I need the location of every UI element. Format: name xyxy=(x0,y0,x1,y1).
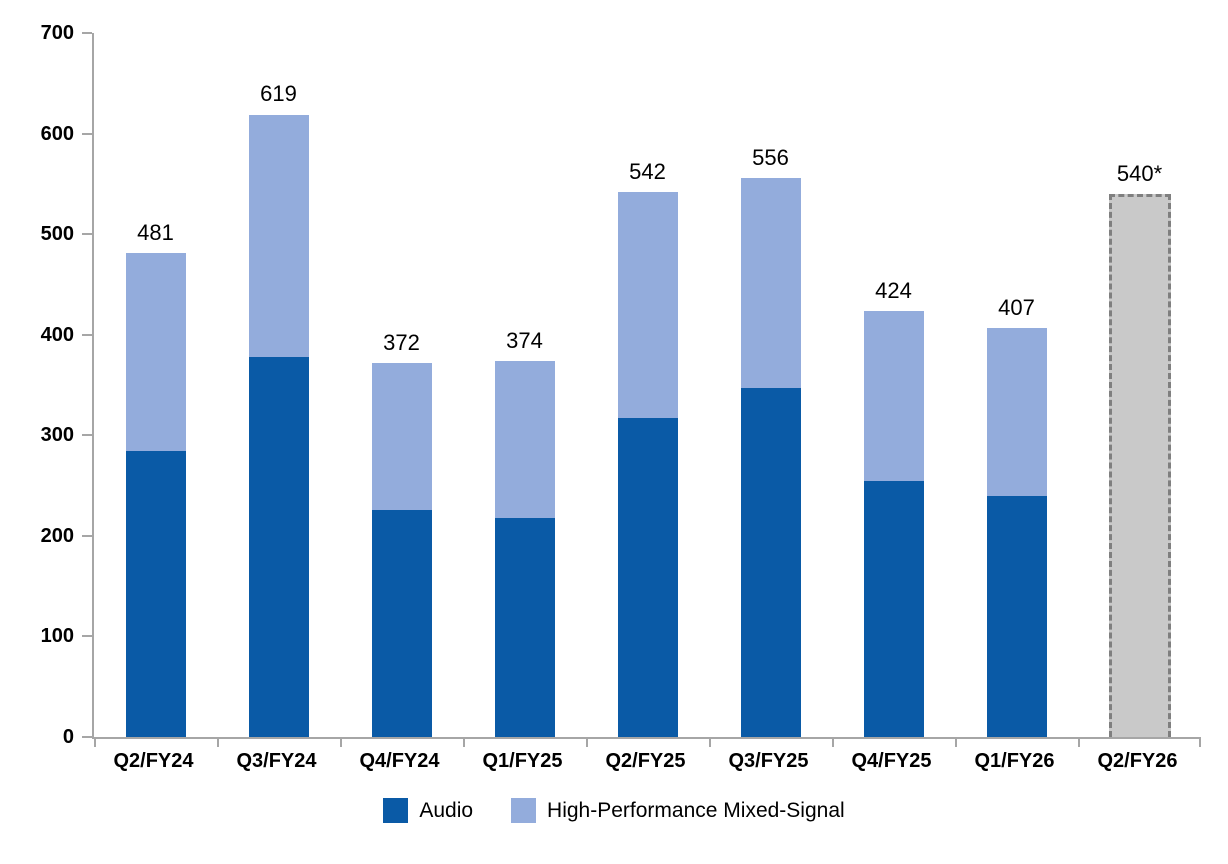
bar-segment-hpms xyxy=(617,192,678,418)
y-axis-tick xyxy=(82,333,92,336)
bar-segment-audio xyxy=(740,388,801,737)
y-axis-tick xyxy=(82,635,92,638)
bar-total-label: 619 xyxy=(260,81,297,106)
x-axis-tick xyxy=(94,737,96,747)
legend-label-audio: Audio xyxy=(419,798,474,822)
y-axis-tick-label: 500 xyxy=(40,223,74,246)
bar-total-label: 481 xyxy=(137,220,174,245)
x-axis-tick xyxy=(1199,737,1201,747)
y-axis-tick xyxy=(82,32,92,34)
y-axis-tick-label: 400 xyxy=(40,323,74,346)
legend-item-audio: Audio xyxy=(383,798,473,823)
legend-item-hpms: High-Performance Mixed-Signal xyxy=(511,798,845,823)
bar-segment-audio xyxy=(494,518,555,737)
y-axis-tick-label: 700 xyxy=(40,22,74,44)
bar-total-label: 424 xyxy=(875,278,912,303)
category-slot-q3-fy24: 619 xyxy=(217,33,340,737)
bar-forecast xyxy=(1108,194,1171,737)
x-axis-category-label: Q1/FY25 xyxy=(482,750,563,772)
bar-total-label: 407 xyxy=(998,295,1035,320)
bar-segment-hpms xyxy=(494,361,555,518)
x-axis-category-label: Q4/FY24 xyxy=(359,750,440,772)
bar-total-label: 372 xyxy=(383,330,420,355)
category-slot-q2-fy24: 481 xyxy=(94,33,217,737)
category-slot-q2-fy25: 542 xyxy=(586,33,709,737)
legend-swatch-audio xyxy=(383,798,409,823)
x-axis-tick xyxy=(709,737,711,747)
y-axis-tick xyxy=(82,736,92,738)
legend-swatch-hpms xyxy=(511,798,537,823)
bar-segment-hpms xyxy=(863,311,924,481)
bar-total-label: 374 xyxy=(506,328,543,353)
x-axis-category-label: Q3/FY25 xyxy=(728,750,809,772)
bar-segment-audio xyxy=(863,481,924,737)
x-axis-tick xyxy=(586,737,588,747)
x-axis-tick xyxy=(1078,737,1080,747)
y-axis-tick-label: 600 xyxy=(40,122,74,145)
bar-segment-hpms xyxy=(740,178,801,388)
bar-segment-audio xyxy=(986,496,1047,737)
bar-segment-hpms xyxy=(125,253,186,451)
x-axis-category-label: Q2/FY25 xyxy=(605,750,686,772)
chart-legend: Audio High-Performance Mixed-Signal xyxy=(0,798,1228,823)
bar-total-label: 542 xyxy=(629,159,666,184)
bar-segment-hpms xyxy=(371,363,432,510)
category-slot-q3-fy25: 556 xyxy=(709,33,832,737)
y-axis-tick-label: 300 xyxy=(40,424,74,447)
bar-total-label: 540* xyxy=(1116,161,1163,186)
y-axis-tick xyxy=(82,434,92,437)
category-slot-q4-fy24: 372 xyxy=(340,33,463,737)
x-axis-tick xyxy=(832,737,834,747)
bar-segment-hpms xyxy=(248,115,309,357)
y-axis-tick-label: 200 xyxy=(40,524,74,547)
category-slot-q1-fy26: 407 xyxy=(955,33,1078,737)
x-axis-category-label: Q2/FY26 xyxy=(1097,750,1178,772)
category-slot-q2-fy26: 540* xyxy=(1078,33,1201,737)
y-axis-tick-label: 0 xyxy=(62,726,74,748)
bar-segment-hpms xyxy=(986,328,1047,496)
x-axis-tick xyxy=(463,737,465,747)
x-axis-category-label: Q3/FY24 xyxy=(236,750,317,772)
x-axis-tick xyxy=(340,737,342,747)
bar-segment-audio xyxy=(617,418,678,737)
y-axis-tick-label: 100 xyxy=(40,625,74,648)
category-slot-q4-fy25: 424 xyxy=(832,33,955,737)
bar-segment-audio xyxy=(125,451,186,737)
bar-segment-audio xyxy=(248,357,309,737)
category-slot-q1-fy25: 374 xyxy=(463,33,586,737)
legend-label-hpms: High-Performance Mixed-Signal xyxy=(547,798,845,822)
x-axis-category-label: Q1/FY26 xyxy=(974,750,1055,772)
y-axis-tick xyxy=(82,132,92,135)
bar-total-label: 556 xyxy=(752,145,789,170)
x-axis-tick xyxy=(955,737,957,747)
y-axis-tick xyxy=(82,233,92,236)
plot-area: 481 619 372 374 542 556 424 407 540* xyxy=(82,32,1201,747)
x-axis-tick xyxy=(217,737,219,747)
x-axis-category-label: Q4/FY25 xyxy=(851,750,932,772)
bar-segment-audio xyxy=(371,510,432,737)
y-axis-tick xyxy=(82,534,92,537)
x-axis-category-label: Q2/FY24 xyxy=(113,750,194,772)
